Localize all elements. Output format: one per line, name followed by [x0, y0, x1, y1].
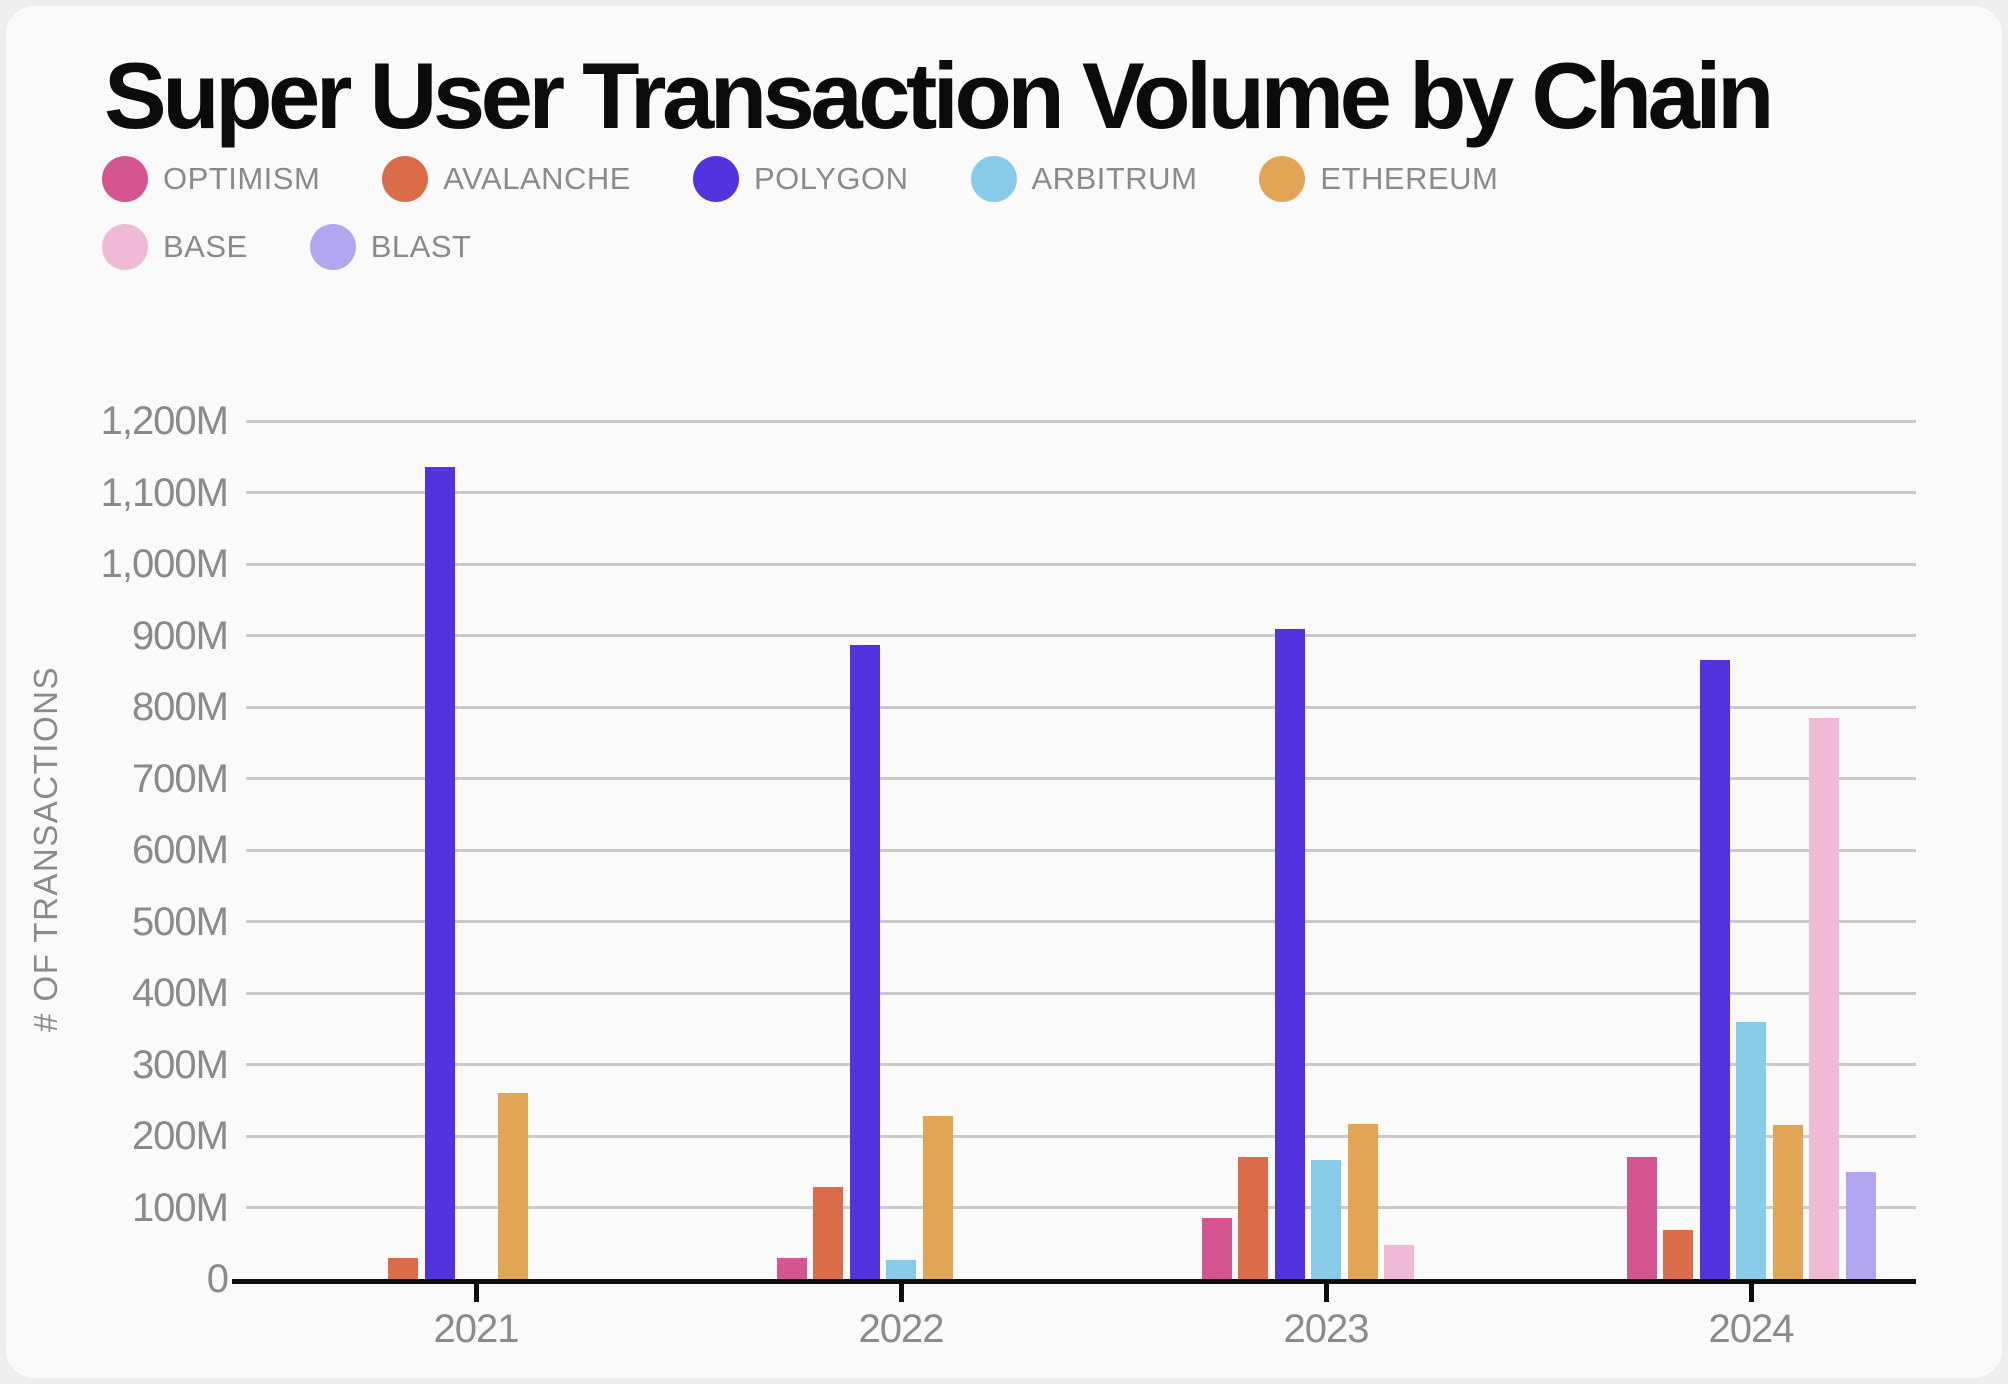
gridline-1,000M	[246, 562, 1916, 566]
gridline-100M	[246, 1206, 1916, 1209]
bar-arbitrum-2024	[1736, 1021, 1766, 1279]
page-title: Super User Transaction Volume by Chain	[104, 43, 1774, 148]
legend-label: BASE	[163, 229, 248, 264]
legend-item-base: BASE	[102, 224, 248, 270]
bar-base-2023	[1384, 1245, 1414, 1279]
gridline-800M	[246, 705, 1916, 709]
legend-label: BLAST	[370, 229, 472, 264]
bar-ethereum-2022	[922, 1115, 953, 1279]
y-tick-label: 400M	[131, 971, 229, 1015]
bar-polygon-2023	[1274, 629, 1305, 1279]
gridline-700M	[246, 777, 1916, 780]
legend-item-optimism: OPTIMISM	[102, 156, 320, 202]
bar-ethereum-2021	[497, 1093, 528, 1279]
x-axis-line	[232, 1279, 1916, 1284]
gridline-1,200M	[246, 419, 1916, 423]
gridline-200M	[246, 1134, 1916, 1138]
gridline-500M	[246, 920, 1916, 923]
bar-polygon-2024	[1699, 659, 1730, 1279]
chart-card: Super User Transaction Volume by Chain O…	[6, 6, 2002, 1378]
gridline-400M	[246, 991, 1916, 995]
x-tick-2022	[898, 1284, 904, 1302]
legend-item-ethereum: ETHEREUM	[1259, 156, 1498, 202]
legend-item-avalanche: AVALANCHE	[382, 156, 631, 202]
y-tick-label: 1,100M	[100, 470, 229, 515]
legend-label: ARBITRUM	[1031, 161, 1198, 196]
legend-label: AVALANCHE	[443, 161, 631, 196]
y-tick-label: 200M	[131, 1114, 229, 1158]
x-tick-label-2023: 2023	[1283, 1307, 1370, 1351]
bar-chart: # OF TRANSACTIONS 0 100M 200M 300M 400M 500M 6…	[6, 6, 2002, 1378]
legend-label: ETHEREUM	[1320, 161, 1499, 196]
bar-polygon-2021	[424, 467, 455, 1279]
gridline-900M	[246, 634, 1916, 637]
legend-item-arbitrum: ARBITRUM	[970, 156, 1198, 202]
bar-optimism-2023	[1201, 1218, 1232, 1279]
legend-dot-polygon	[692, 156, 739, 202]
bar-blast-2024	[1845, 1171, 1876, 1279]
x-tick-2023	[1323, 1284, 1329, 1302]
y-tick-label: 300M	[131, 1042, 229, 1087]
legend-label: POLYGON	[753, 161, 909, 196]
y-tick-label: 100M	[131, 1185, 229, 1230]
y-tick-label: 900M	[131, 613, 229, 658]
bar-polygon-2022	[849, 644, 880, 1279]
y-tick-label: 1,000M	[100, 542, 229, 586]
y-tick-label: 700M	[131, 756, 229, 801]
legend-dot-optimism	[102, 156, 148, 202]
bar-ethereum-2023	[1347, 1123, 1378, 1279]
bar-optimism-2022	[776, 1257, 807, 1279]
x-tick-label-2022: 2022	[858, 1307, 945, 1351]
x-tick-2021	[473, 1284, 479, 1302]
legend-item-polygon: POLYGON	[692, 156, 909, 202]
bar-ethereum-2024	[1772, 1124, 1803, 1279]
legend-dot-arbitrum	[970, 156, 1017, 202]
bar-arbitrum-2023	[1311, 1160, 1341, 1279]
bar-avalanche-2024	[1663, 1230, 1693, 1279]
bar-base-2024	[1809, 717, 1839, 1279]
legend-dot-ethereum	[1259, 156, 1306, 202]
legend-dot-blast	[309, 224, 356, 270]
bar-arbitrum-2022	[886, 1259, 916, 1279]
legend-dot-avalanche	[382, 156, 429, 202]
bar-avalanche-2021	[388, 1257, 418, 1279]
x-tick-label-2024: 2024	[1708, 1307, 1795, 1351]
legend-item-blast: BLAST	[309, 224, 472, 270]
gridline-1,100M	[246, 491, 1916, 494]
gridline-600M	[246, 848, 1916, 852]
y-tick-label: 0	[206, 1257, 229, 1301]
y-tick-label: 1,200M	[100, 399, 229, 443]
y-tick-label: 500M	[131, 899, 229, 944]
legend: OPTIMISM AVALANCHE POLYGON ARBITRUM ETHEREUM…	[102, 156, 1702, 270]
x-tick-2024	[1748, 1284, 1754, 1302]
bar-avalanche-2023	[1238, 1157, 1268, 1279]
y-tick-label: 600M	[131, 828, 229, 872]
gridline-300M	[246, 1063, 1916, 1066]
bar-avalanche-2022	[813, 1187, 843, 1279]
legend-label: OPTIMISM	[163, 161, 321, 196]
y-tick-label: 800M	[131, 685, 229, 729]
legend-dot-base	[102, 224, 148, 270]
x-tick-label-2021: 2021	[433, 1307, 520, 1351]
bar-optimism-2024	[1626, 1157, 1657, 1279]
